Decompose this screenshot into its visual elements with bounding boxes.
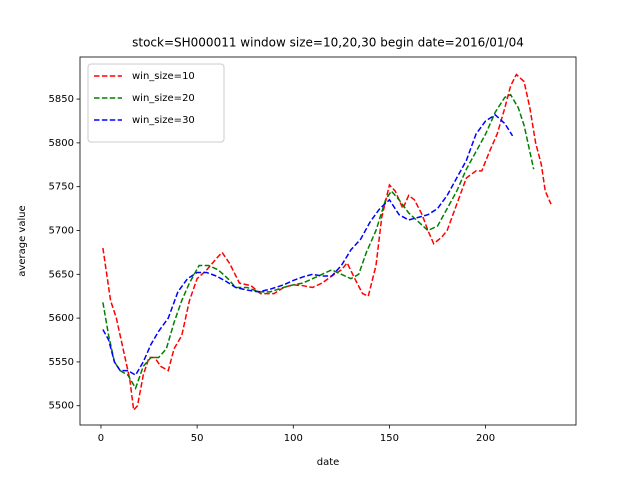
y-tick-label: 5750	[49, 182, 74, 193]
x-axis-label: date	[317, 457, 340, 468]
x-tick-label: 50	[191, 433, 204, 444]
y-tick-label: 5800	[49, 138, 74, 149]
x-tick-label: 200	[476, 433, 495, 444]
data-line	[102, 113, 514, 377]
legend-label: win_size=10	[132, 71, 195, 82]
data-line	[102, 93, 535, 390]
chart-title: stock=SH000011 window size=10,20,30 begi…	[132, 36, 524, 50]
y-axis-label: average value	[17, 205, 28, 276]
y-tick-label: 5600	[49, 313, 74, 324]
legend-label: win_size=30	[132, 115, 195, 126]
x-tick-label: 0	[98, 433, 104, 444]
y-tick-label: 5850	[49, 94, 74, 105]
x-tick-label: 100	[284, 433, 303, 444]
y-tick-label: 5700	[49, 225, 74, 236]
legend-label: win_size=20	[132, 93, 195, 104]
y-tick-label: 5550	[49, 357, 74, 368]
legend-box	[87, 63, 225, 143]
y-tick-label: 5650	[49, 269, 74, 280]
x-tick-label: 150	[380, 433, 399, 444]
data-line	[102, 73, 552, 412]
plot-frame	[79, 56, 577, 426]
y-tick-label: 5500	[49, 401, 74, 412]
